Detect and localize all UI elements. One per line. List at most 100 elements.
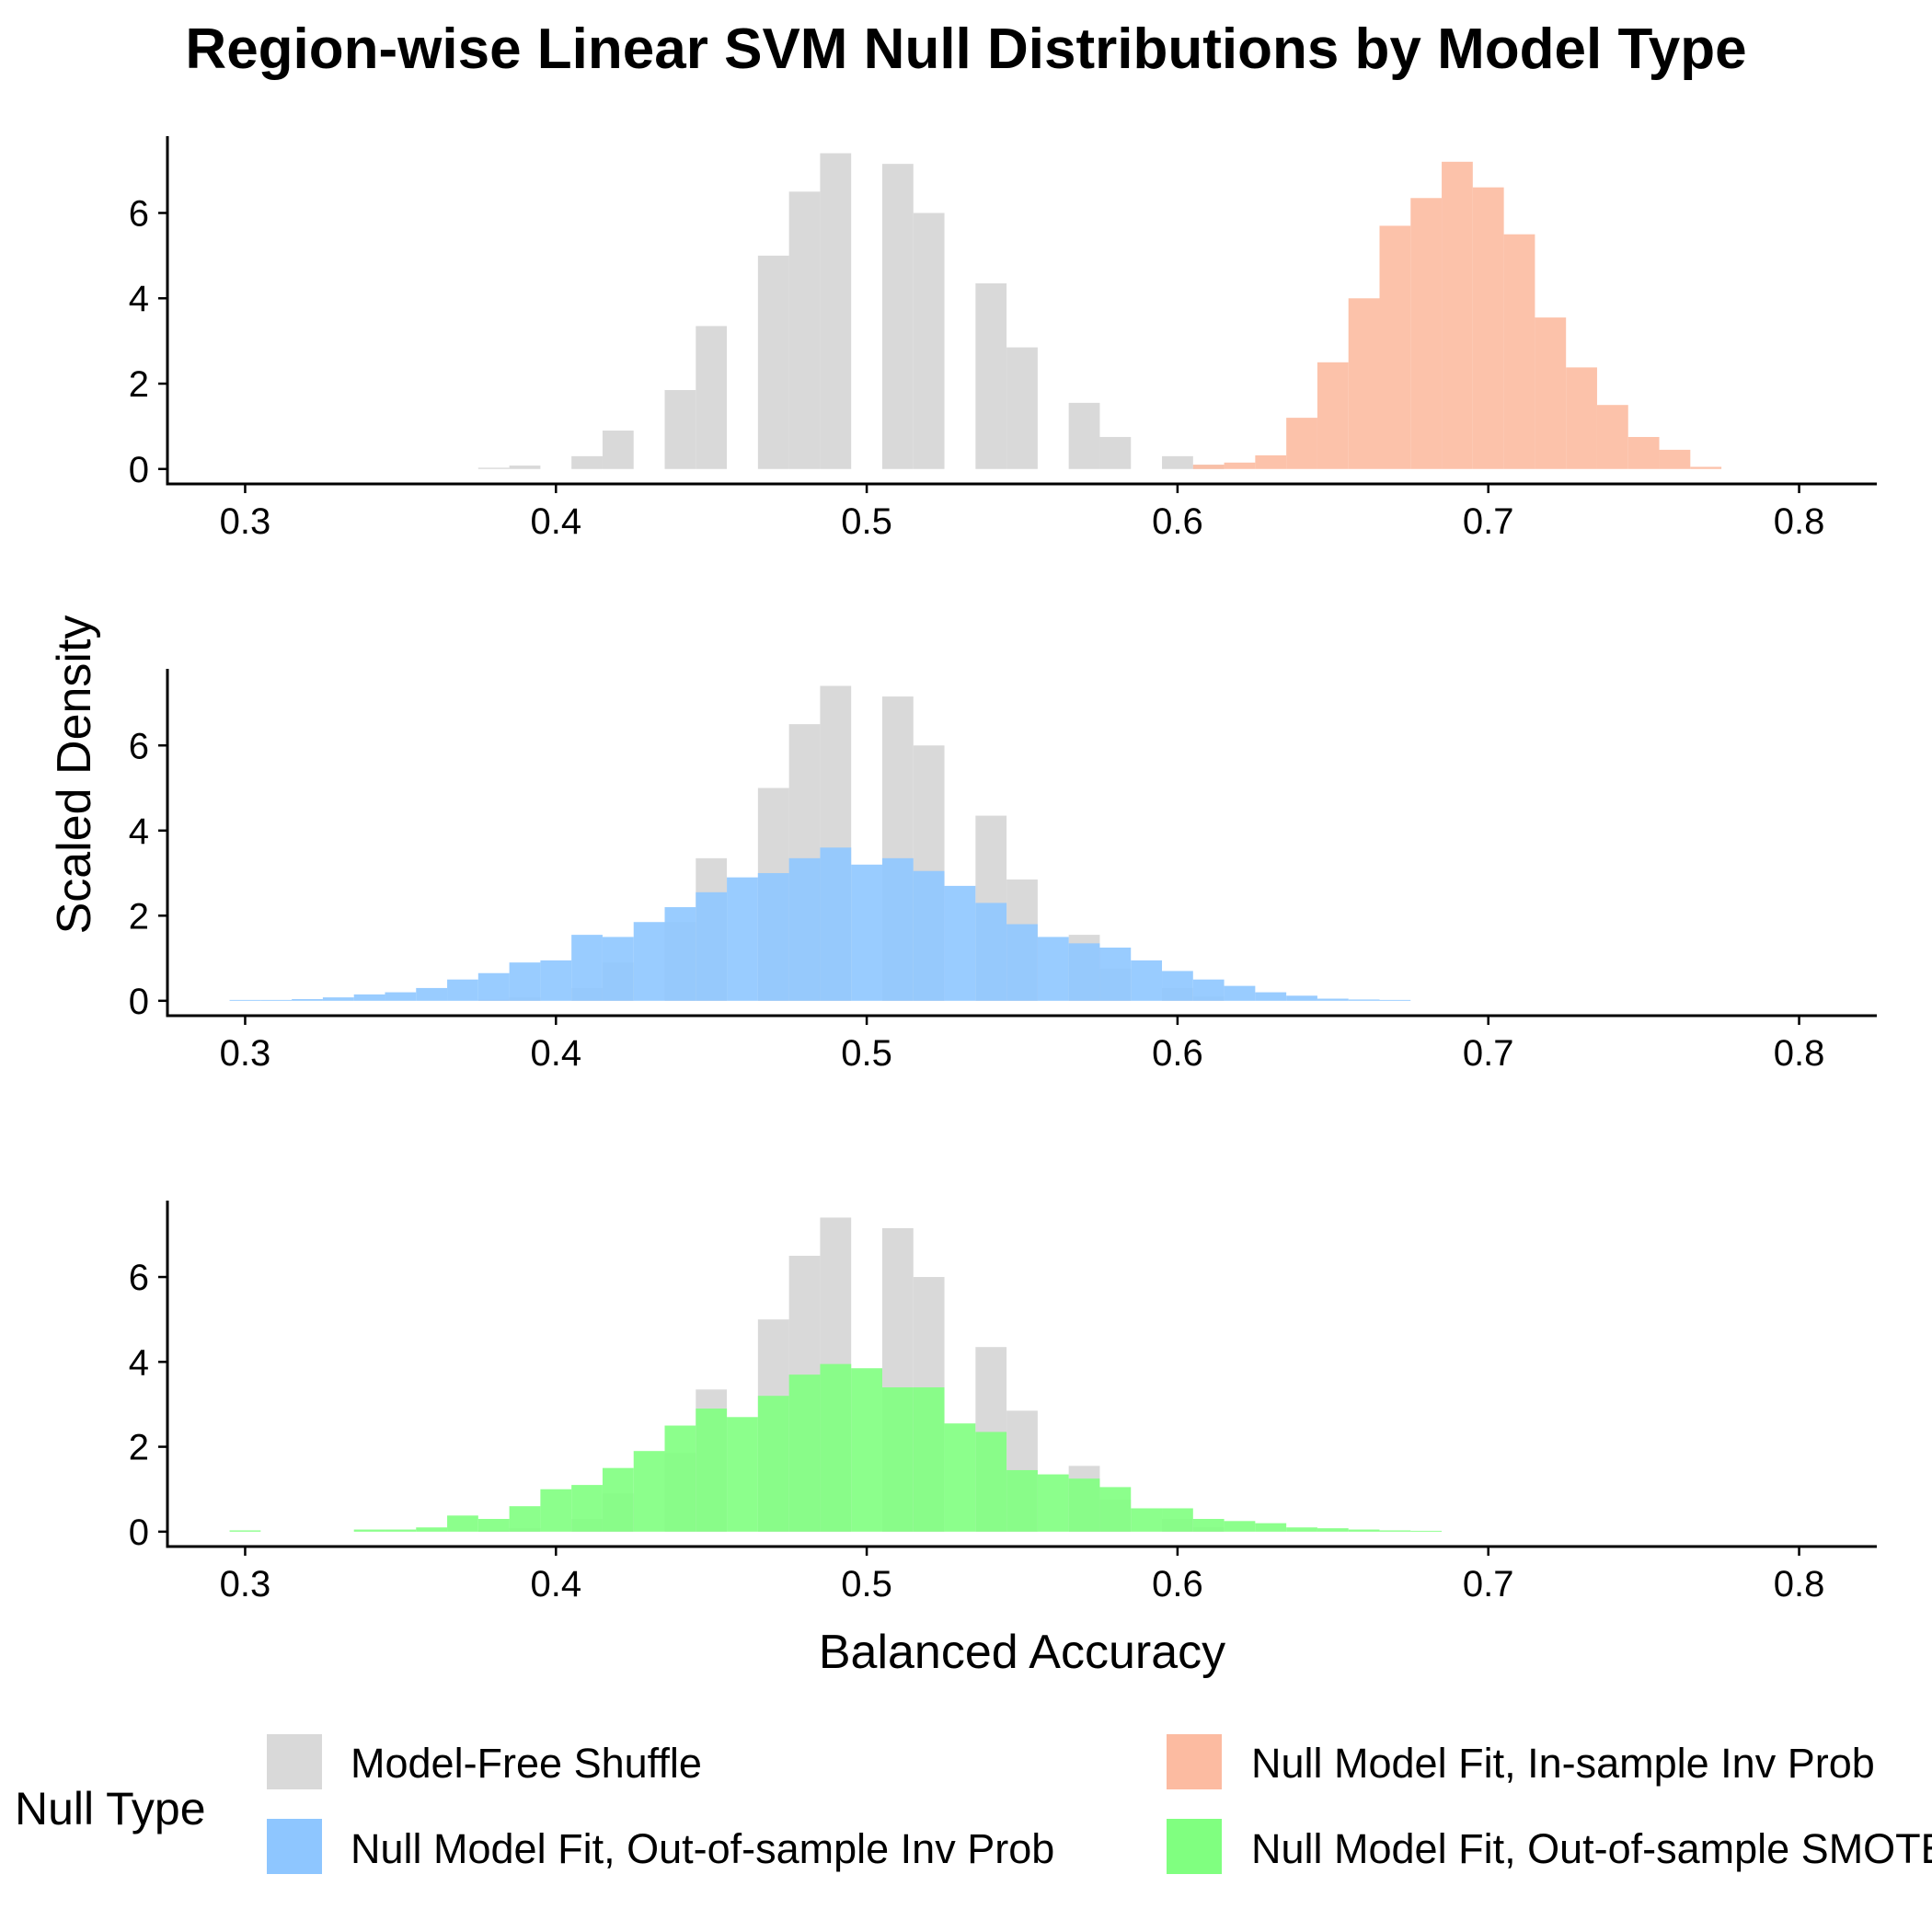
y-tick-label: 2	[129, 1428, 149, 1468]
model-free-shuffle-bars	[477, 153, 1225, 469]
x-tick-label: 0.7	[1463, 1564, 1514, 1604]
x-tick-label: 0.8	[1774, 1564, 1825, 1604]
null-model-fit-in-sample-inv-prob-bar	[1224, 462, 1256, 469]
null-model-fit-out-of-sample-inv-prob-bar	[1006, 924, 1038, 1001]
null-model-fit-out-of-sample-smote-bar	[727, 1417, 758, 1532]
x-tick-label: 0.8	[1774, 501, 1825, 542]
null-model-fit-out-of-sample-smote-bar	[602, 1467, 634, 1532]
null-model-fit-out-of-sample-inv-prob-bar	[292, 998, 323, 1001]
null-model-fit-out-of-sample-smote-bar	[477, 1519, 510, 1532]
null-model-fit-out-of-sample-inv-prob-bar	[602, 937, 634, 1001]
null-model-fit-in-sample-inv-prob-bar	[1255, 454, 1287, 469]
null-model-fit-out-of-sample-smote-bar	[1037, 1474, 1069, 1532]
legend: Null Type Model-Free Shuffle Null Model …	[15, 1734, 1932, 1874]
null-model-fit-out-of-sample-smote-bar	[1317, 1528, 1349, 1532]
null-model-fit-out-of-sample-inv-prob-bar	[477, 972, 510, 1001]
x-tick-label: 0.6	[1152, 501, 1203, 542]
y-tick-label: 6	[129, 726, 149, 766]
y-tick-label: 4	[129, 1342, 149, 1383]
null-model-fit-in-sample-inv-prob-bar	[1442, 161, 1473, 469]
null-model-fit-out-of-sample-smote-bar	[229, 1530, 261, 1532]
null-model-fit-out-of-sample-inv-prob-bar	[1192, 979, 1225, 1001]
null-model-fit-out-of-sample-smote-bars	[229, 1363, 1443, 1532]
null-model-fit-in-sample-inv-prob-bar	[1566, 367, 1597, 469]
null-model-fit-out-of-sample-inv-prob-bar	[788, 857, 821, 1001]
legend-key-out-of-sample-inv-prob	[267, 1819, 322, 1874]
null-model-fit-in-sample-inv-prob-bar	[1659, 449, 1691, 469]
null-model-fit-out-of-sample-smote-bar	[820, 1363, 852, 1532]
null-model-fit-out-of-sample-inv-prob-bar	[260, 999, 293, 1001]
null-model-fit-out-of-sample-inv-prob-bar	[353, 994, 385, 1001]
legend-title: Null Type	[15, 1783, 206, 1834]
null-model-fit-out-of-sample-smote-bar	[913, 1386, 945, 1532]
null-model-fit-out-of-sample-smote-bar	[1379, 1530, 1411, 1532]
legend-label-in-sample-inv-prob: Null Model Fit, In-sample Inv Prob	[1251, 1740, 1875, 1787]
x-tick-label: 0.3	[220, 501, 271, 542]
null-model-fit-in-sample-inv-prob-bars	[1192, 161, 1722, 469]
null-model-fit-out-of-sample-smote-bar	[851, 1368, 882, 1532]
null-model-fit-out-of-sample-smote-bar	[696, 1409, 728, 1532]
null-model-fit-out-of-sample-inv-prob-bar	[727, 877, 758, 1001]
null-model-fit-out-of-sample-smote-bar	[353, 1529, 385, 1532]
null-model-fit-out-of-sample-inv-prob-bar	[1131, 960, 1163, 1001]
null-model-fit-out-of-sample-inv-prob-bar	[696, 891, 728, 1001]
y-tick-label: 0	[129, 450, 149, 490]
null-model-fit-out-of-sample-smote-bar	[540, 1489, 572, 1532]
x-tick-label: 0.3	[220, 1564, 271, 1604]
null-model-fit-out-of-sample-smote-bar	[633, 1451, 665, 1532]
x-axis-title: Balanced Accuracy	[819, 1626, 1225, 1679]
y-tick-label: 0	[129, 1512, 149, 1553]
model-free-shuffle-bar	[571, 455, 603, 469]
null-model-fit-out-of-sample-smote-bar	[1162, 1508, 1193, 1532]
null-model-fit-out-of-sample-smote-bar	[664, 1425, 696, 1532]
null-model-fit-out-of-sample-smote-bar	[1068, 1478, 1100, 1532]
null-model-fit-out-of-sample-smote-bar	[1255, 1523, 1287, 1532]
null-model-fit-out-of-sample-inv-prob-bar	[229, 999, 261, 1001]
null-model-fit-out-of-sample-smote-bar	[385, 1529, 417, 1532]
null-model-fit-out-of-sample-inv-prob-bar	[1099, 947, 1132, 1001]
y-tick-label: 4	[129, 279, 149, 319]
null-model-fit-out-of-sample-inv-prob-bars	[229, 847, 1411, 1001]
panel-2: 0 2 4 6 0.3 0.4 0.5 0.6 0.7 0.8	[129, 669, 1877, 1074]
null-model-fit-out-of-sample-inv-prob-bar	[571, 935, 603, 1001]
null-model-fit-out-of-sample-smote-bar	[1131, 1508, 1163, 1532]
panel-1: 0 2 4 6 0.3 0.4 0.5 0.6 0.7 0.8	[129, 136, 1877, 542]
panels: 0 2 4 6 0.3 0.4 0.5 0.6 0.7 0.8 0 2 4 6 0.3 0.4 0.5 0.6 0.…	[129, 136, 1877, 1604]
null-model-fit-out-of-sample-inv-prob-bar	[1162, 971, 1193, 1001]
x-tick-label: 0.4	[530, 1033, 581, 1074]
null-model-fit-out-of-sample-smote-bar	[1006, 1469, 1038, 1532]
null-model-fit-in-sample-inv-prob-bar	[1286, 418, 1317, 469]
null-model-fit-out-of-sample-smote-bar	[975, 1432, 1007, 1532]
model-free-shuffle-bar	[1099, 436, 1132, 469]
legend-label-model-free-shuffle: Model-Free Shuffle	[351, 1740, 702, 1787]
null-model-fit-out-of-sample-smote-bar	[571, 1485, 603, 1532]
null-model-fit-out-of-sample-smote-bar	[881, 1386, 914, 1532]
null-model-fit-out-of-sample-smote-bar	[788, 1374, 821, 1532]
null-model-fit-out-of-sample-inv-prob-bar	[1037, 937, 1069, 1001]
null-model-fit-out-of-sample-inv-prob-bar	[820, 847, 852, 1001]
y-tick-label: 4	[129, 811, 149, 852]
null-model-fit-out-of-sample-inv-prob-bar	[664, 907, 696, 1001]
model-free-shuffle-bar	[757, 255, 789, 469]
panel-3: 0 2 4 6 0.3 0.4 0.5 0.6 0.7 0.8	[129, 1201, 1877, 1604]
chart-title: Region-wise Linear SVM Null Distribution…	[185, 17, 1746, 81]
y-tick-label: 2	[129, 896, 149, 937]
model-free-shuffle-bar	[788, 191, 821, 469]
null-model-fit-out-of-sample-inv-prob-bar	[944, 885, 976, 1001]
model-free-shuffle-bar	[1068, 402, 1100, 469]
null-model-fit-out-of-sample-inv-prob-bar	[1379, 999, 1411, 1001]
model-free-shuffle-bar	[664, 389, 696, 469]
legend-key-model-free-shuffle	[267, 1734, 322, 1789]
null-model-fit-out-of-sample-smote-bar	[1224, 1521, 1256, 1532]
null-model-fit-out-of-sample-smote-bar	[944, 1423, 976, 1532]
null-model-fit-in-sample-inv-prob-bar	[1596, 405, 1628, 469]
null-model-fit-out-of-sample-inv-prob-bar	[1317, 998, 1349, 1001]
null-model-fit-in-sample-inv-prob-bar	[1410, 198, 1443, 469]
y-tick-label: 6	[129, 1258, 149, 1298]
legend-label-out-of-sample-inv-prob: Null Model Fit, Out-of-sample Inv Prob	[351, 1825, 1054, 1872]
y-axis-title: Scaled Density	[48, 615, 101, 935]
null-model-fit-in-sample-inv-prob-bar	[1317, 362, 1349, 469]
null-model-fit-out-of-sample-inv-prob-bar	[757, 873, 789, 1001]
null-model-fit-out-of-sample-smote-bar	[1410, 1530, 1443, 1532]
